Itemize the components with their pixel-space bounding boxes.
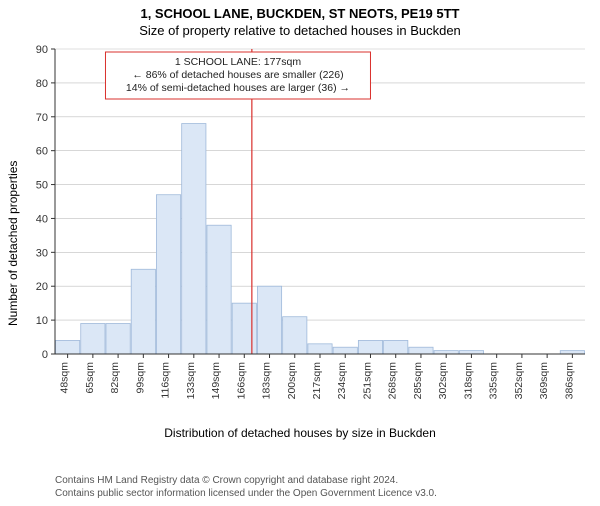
svg-text:70: 70 bbox=[36, 112, 48, 124]
svg-text:65sqm: 65sqm bbox=[84, 362, 96, 394]
histogram-bar bbox=[409, 347, 433, 354]
histogram-bar bbox=[182, 124, 206, 354]
histogram-bar bbox=[81, 324, 105, 355]
histogram-bar bbox=[308, 344, 332, 354]
svg-text:268sqm: 268sqm bbox=[387, 362, 399, 400]
attribution-footer: Contains HM Land Registry data © Crown c… bbox=[55, 475, 437, 500]
histogram-bar bbox=[257, 286, 281, 354]
x-axis-label: Distribution of detached houses by size … bbox=[0, 426, 600, 440]
svg-text:251sqm: 251sqm bbox=[361, 362, 373, 400]
svg-text:149sqm: 149sqm bbox=[210, 362, 222, 400]
annotation-line: ← 86% of detached houses are smaller (22… bbox=[132, 69, 343, 81]
svg-text:285sqm: 285sqm bbox=[412, 362, 424, 400]
annotation-line: 14% of semi-detached houses are larger (… bbox=[126, 82, 350, 94]
histogram-bar bbox=[434, 351, 458, 354]
histogram-bar bbox=[358, 340, 382, 354]
svg-text:302sqm: 302sqm bbox=[437, 362, 449, 400]
svg-text:217sqm: 217sqm bbox=[311, 362, 323, 400]
svg-text:40: 40 bbox=[36, 213, 48, 225]
annotation-line: 1 SCHOOL LANE: 177sqm bbox=[175, 56, 301, 68]
svg-text:116sqm: 116sqm bbox=[160, 362, 172, 399]
histogram-bar bbox=[106, 324, 130, 355]
svg-text:386sqm: 386sqm bbox=[563, 362, 575, 400]
footer-line-1: Contains HM Land Registry data © Crown c… bbox=[55, 475, 437, 488]
svg-text:183sqm: 183sqm bbox=[261, 362, 273, 400]
histogram-bar bbox=[333, 347, 357, 354]
chart-title-sub: Size of property relative to detached ho… bbox=[0, 23, 600, 38]
histogram-bar bbox=[232, 303, 256, 354]
svg-text:50: 50 bbox=[36, 180, 48, 192]
histogram-bar bbox=[384, 340, 408, 354]
svg-text:10: 10 bbox=[36, 315, 48, 327]
histogram-bar bbox=[459, 351, 483, 354]
svg-text:318sqm: 318sqm bbox=[462, 362, 474, 400]
svg-text:60: 60 bbox=[36, 146, 48, 158]
svg-text:80: 80 bbox=[36, 78, 48, 90]
histogram-bar bbox=[156, 195, 180, 354]
histogram-bar bbox=[56, 340, 80, 354]
svg-text:369sqm: 369sqm bbox=[538, 362, 550, 400]
svg-text:166sqm: 166sqm bbox=[235, 362, 247, 400]
histogram-bar bbox=[560, 351, 584, 354]
svg-text:99sqm: 99sqm bbox=[134, 362, 146, 394]
svg-text:335sqm: 335sqm bbox=[488, 362, 500, 400]
footer-line-2: Contains public sector information licen… bbox=[55, 488, 437, 501]
svg-text:0: 0 bbox=[42, 349, 48, 361]
svg-text:90: 90 bbox=[36, 44, 48, 56]
svg-text:133sqm: 133sqm bbox=[185, 362, 197, 400]
svg-text:48sqm: 48sqm bbox=[59, 362, 71, 394]
svg-text:82sqm: 82sqm bbox=[109, 362, 121, 394]
svg-text:200sqm: 200sqm bbox=[286, 362, 298, 400]
histogram-bar bbox=[131, 269, 155, 354]
svg-text:352sqm: 352sqm bbox=[513, 362, 525, 400]
histogram-bar bbox=[207, 225, 231, 354]
svg-text:234sqm: 234sqm bbox=[336, 362, 348, 400]
histogram-chart: 0 10 20 30 40 50 60 70 80 90 48sqm 65sqm 82sqm 99sqm 1… bbox=[0, 44, 600, 439]
histogram-bar bbox=[283, 317, 307, 354]
svg-text:30: 30 bbox=[36, 247, 48, 259]
chart-title-main: 1, SCHOOL LANE, BUCKDEN, ST NEOTS, PE19 … bbox=[0, 6, 600, 21]
svg-text:20: 20 bbox=[36, 281, 48, 293]
